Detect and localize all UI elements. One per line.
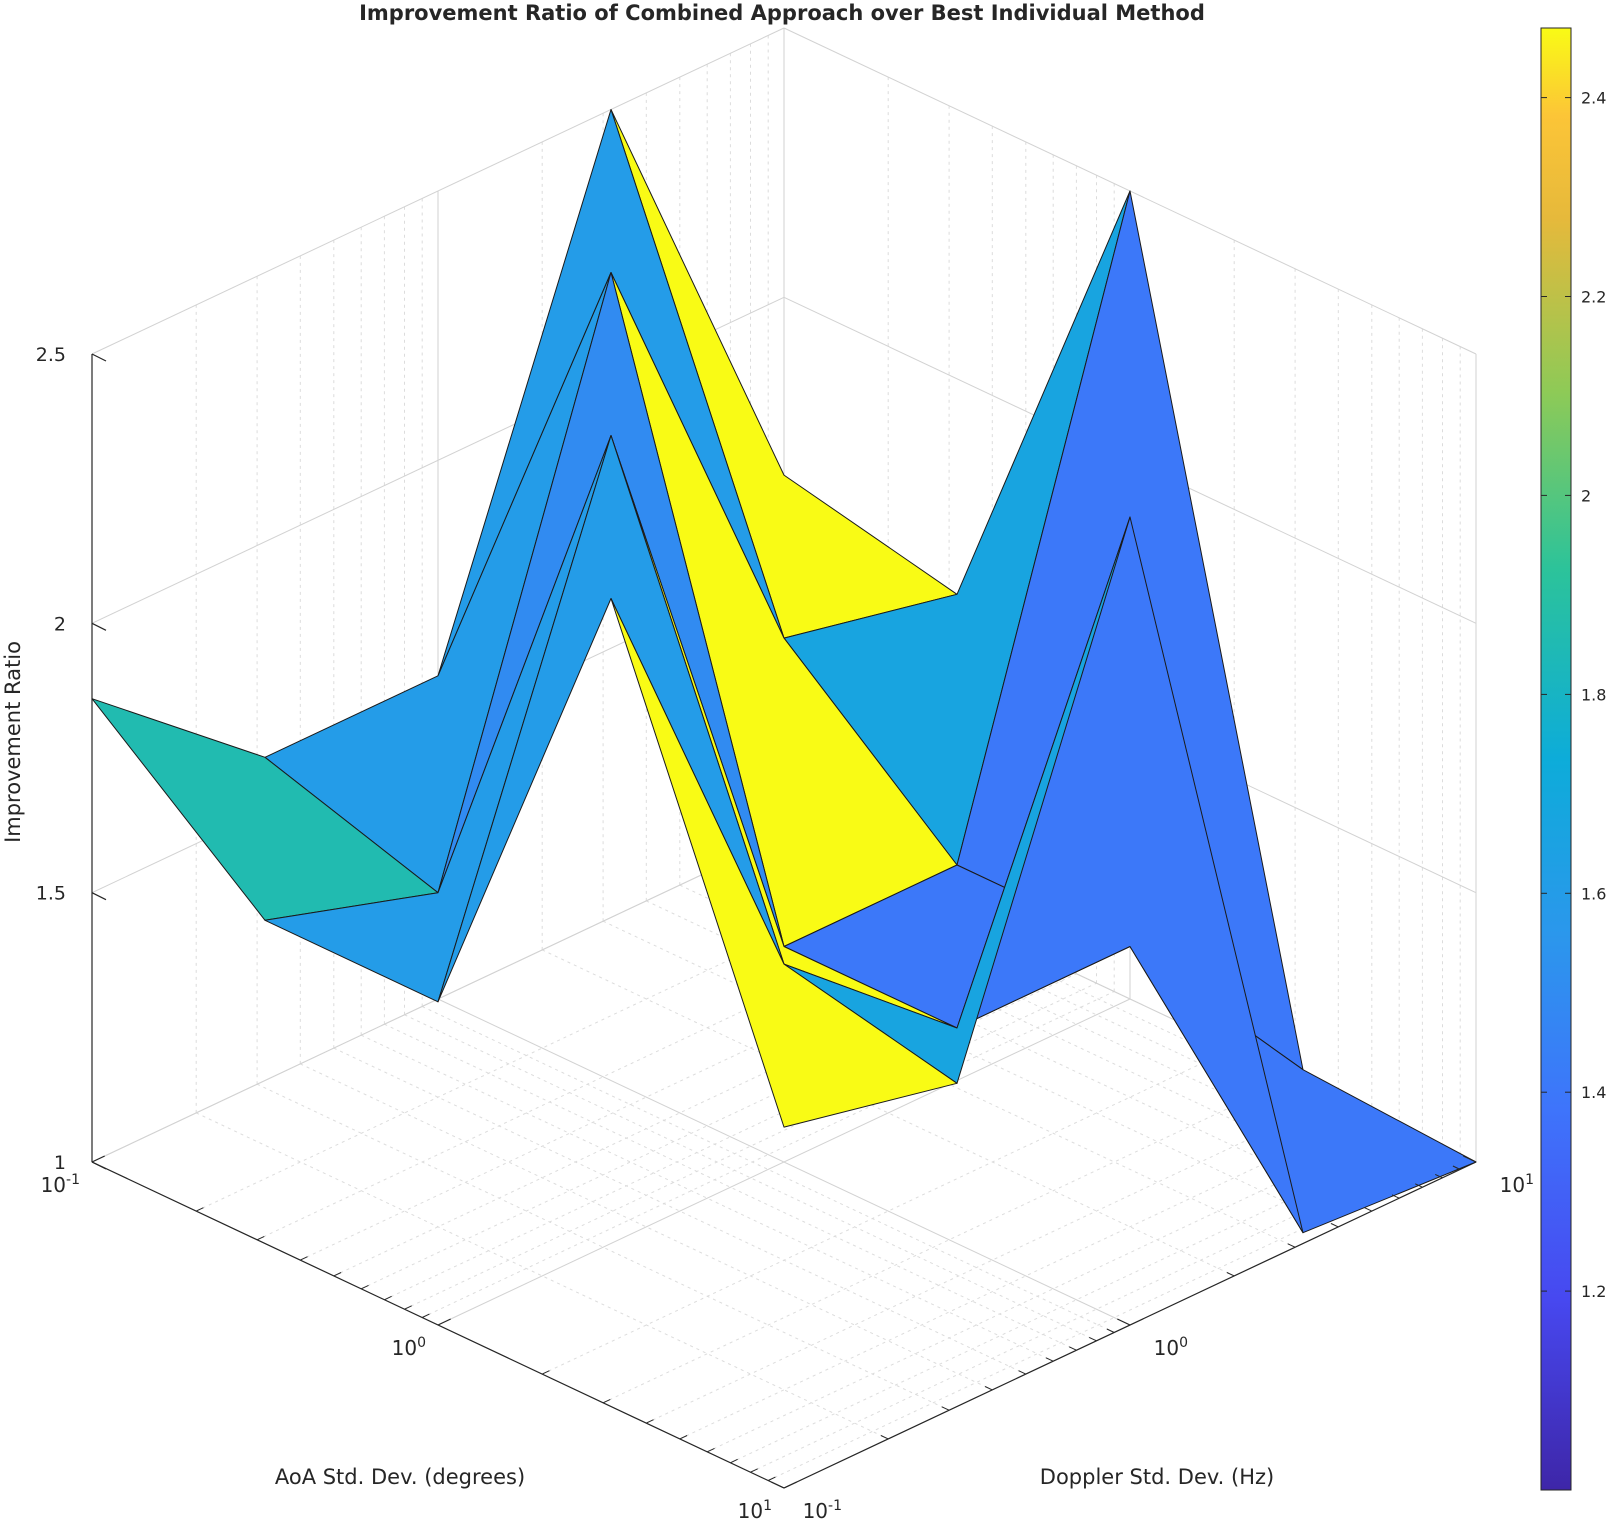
x-minor-tick [256,1235,265,1241]
x-minor-tick [384,1295,392,1301]
y-minor-tick [1414,1183,1423,1188]
z-tick [91,622,107,631]
z-tick [91,353,107,362]
y-tick-label: 100 [1154,1335,1188,1360]
y-minor-tick [1287,1243,1296,1248]
floor-minor-grid [421,991,1115,1318]
x-tick-label: 100 [392,1335,426,1360]
x-minor-tick [730,1458,738,1464]
y-minor-tick [880,1435,889,1440]
x-minor-tick [360,1284,369,1290]
x-minor-tick [333,1272,342,1277]
floor-minor-grid [360,1034,1054,1362]
colorbar-tick-label: 1.4 [1581,1083,1606,1102]
y-minor-tick [1106,1328,1115,1333]
floor-minor-grid [679,1112,1373,1440]
x-minor-tick [767,1476,776,1481]
floor-minor-grid [602,1076,1296,1404]
z-tick-label: 1 [54,1152,66,1174]
floor-minor-grid [195,1112,889,1440]
floor-minor-grid [256,1083,950,1411]
colorbar-tick-label: 2.2 [1581,288,1606,307]
x-major-tick [783,1481,797,1489]
x-minor-tick [706,1447,715,1453]
y-minor-tick [941,1406,950,1411]
z-tick [91,1161,107,1170]
z-tick-label: 1.5 [36,883,66,905]
x-minor-tick [646,1419,654,1424]
x-minor-tick [750,1468,758,1473]
y-tick-label: 101 [1500,1172,1534,1197]
wall-z-grid [91,27,785,355]
floor-minor-grid [300,1063,993,1391]
surface-patch-3-0 [610,598,958,1128]
y-minor-tick [1018,1370,1027,1375]
z-axis-label: Improvement Ratio [1,641,25,843]
y-minor-tick [1045,1357,1054,1362]
y-major-tick [771,1481,785,1489]
x-axis-label: AoA Std. Dev. (degrees) [275,1465,525,1489]
x-minor-tick [679,1435,688,1440]
y-minor-tick [984,1386,993,1391]
colorbar-tick-label: 2 [1581,486,1591,505]
colorbar-tick-label: 1.6 [1581,884,1606,903]
floor-minor-grid [646,1096,1339,1424]
colorbar-gradient [1540,27,1572,1491]
x-tick-label: 101 [738,1498,772,1523]
y-minor-tick [1088,1336,1097,1342]
y-minor-tick [1391,1194,1400,1199]
floor-minor-grid [602,920,1296,1248]
colorbar-tick-label: 1.8 [1581,685,1606,704]
y-minor-tick [1434,1173,1443,1179]
floor-minor-grid [333,1047,1027,1375]
x-tick-label: 10-1 [41,1172,80,1197]
x-minor-tick [300,1256,308,1261]
y-minor-tick [1226,1272,1235,1277]
floor-minor-grid [541,1047,1235,1375]
x-minor-tick [541,1370,550,1375]
x-minor-tick [195,1207,204,1212]
floor-minor-grid [404,982,1097,1310]
y-minor-tick [1068,1346,1077,1351]
surface-plot [91,109,1477,1234]
y-tick-label: 10-1 [803,1498,842,1523]
floor-minor-grid [384,1023,1077,1351]
y-axis-label: Doppler Std. Dev. (Hz) [1040,1465,1274,1489]
x-minor-tick [421,1313,430,1318]
y-minor-tick [1364,1207,1373,1212]
floor-major-grid [437,998,1131,1326]
y-major-tick [1463,1155,1477,1163]
floor-minor-grid [404,1014,1097,1342]
z-tick-label: 2.5 [36,344,66,366]
tick-labels: 1 1.5 2 2.5 10-1 100 101 10-1 100 101 [36,344,1534,1523]
x-minor-tick [404,1305,412,1310]
colorbar: 1.2 1.4 1.6 1.8 2 2.2 2.4 [1540,27,1606,1491]
floor-minor-grid [541,949,1235,1277]
z-tick [91,892,107,901]
y-minor-tick [1452,1165,1461,1170]
chart-title: Improvement Ratio of Combined Approach o… [359,1,1205,25]
colorbar-tick-label: 2.4 [1581,89,1606,108]
colorbar-tick-label: 1.2 [1581,1282,1606,1301]
floor-minor-grid [421,1006,1115,1333]
y-minor-tick [1330,1223,1339,1228]
z-tick-label: 2 [54,613,66,635]
x-minor-tick [602,1398,611,1404]
x-major-tick [91,1155,105,1163]
y-major-tick [1117,1318,1131,1326]
x-major-tick [437,1318,451,1326]
